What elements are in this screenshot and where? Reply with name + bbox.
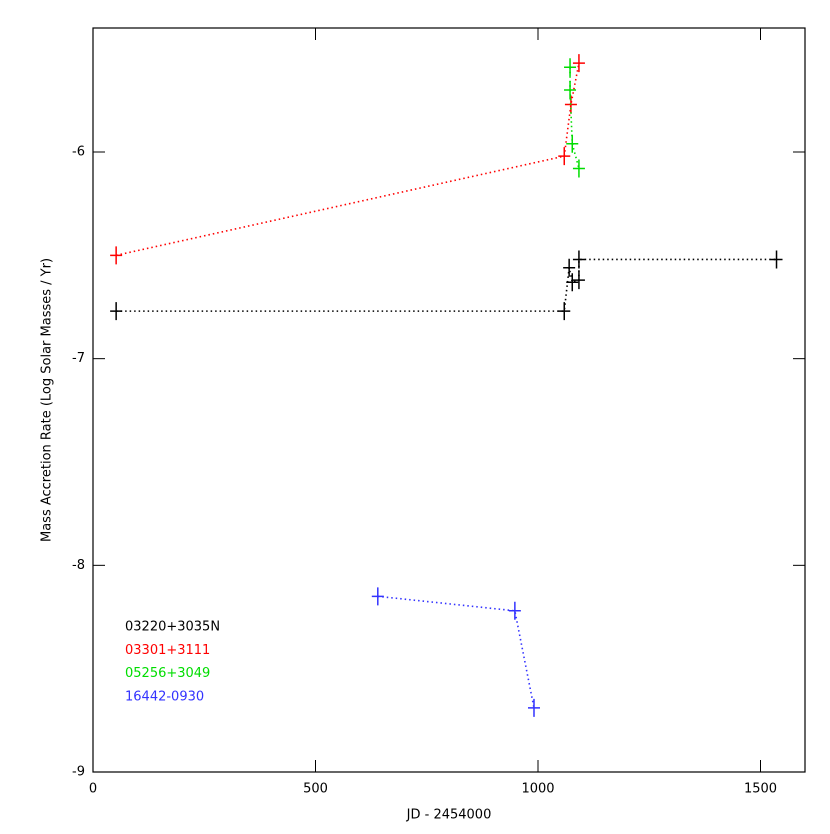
x-tick-label: 0 (89, 782, 97, 797)
y-tick-label: -8 (72, 558, 85, 573)
legend-entry: 05256+3049 (125, 666, 210, 681)
data-point (558, 147, 571, 166)
data-point (563, 258, 576, 277)
y-tick-label: -9 (72, 765, 85, 780)
data-point (566, 134, 579, 153)
data-point (572, 271, 585, 290)
y-tick-label: -7 (72, 351, 85, 366)
series-line (116, 258, 777, 312)
plot-frame (92, 27, 806, 773)
data-point (566, 273, 579, 292)
data-point (770, 250, 783, 269)
data-point (564, 58, 577, 77)
y-axis-label: Mass Accretion Rate (Log Solar Masses / … (40, 258, 55, 542)
series-line (377, 595, 535, 709)
data-point (572, 159, 585, 178)
data-point (110, 302, 123, 321)
data-point (527, 698, 540, 717)
x-tick-label: 1000 (521, 782, 554, 797)
data-point (558, 302, 571, 321)
data-point (564, 81, 577, 99)
data-point (572, 54, 585, 73)
series-line (569, 67, 580, 169)
x-tick-label: 500 (303, 782, 328, 797)
data-point (110, 246, 123, 265)
legend-entry: 16442-0930 (125, 689, 204, 704)
data-point (572, 250, 585, 269)
data-point (371, 587, 384, 606)
y-tick-label: -6 (72, 145, 85, 160)
series-line (115, 62, 580, 257)
data-point (508, 601, 521, 620)
legend-entry: 03220+3035N (125, 620, 220, 635)
x-tick-label: 1500 (744, 782, 777, 797)
legend-entry: 03301+3111 (125, 643, 210, 658)
x-axis-label: JD - 2454000 (406, 808, 492, 823)
